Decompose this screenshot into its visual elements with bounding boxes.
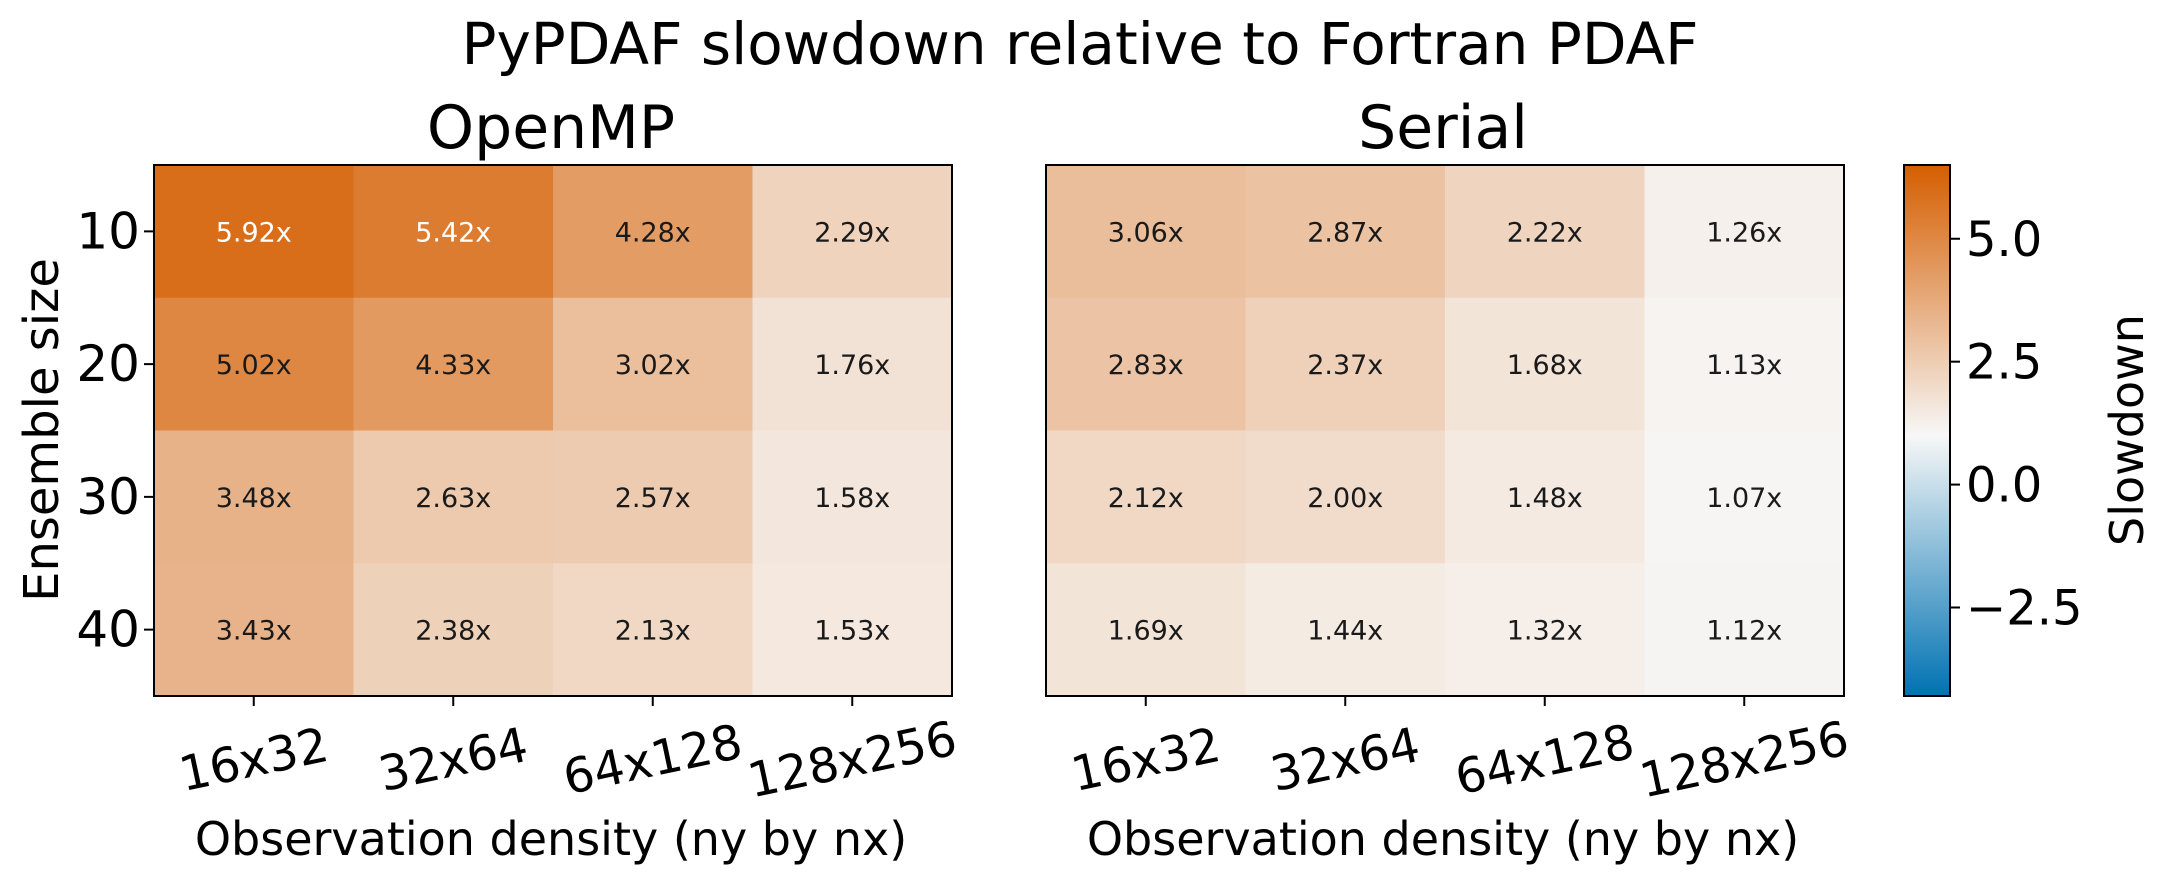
cell-value-label: 5.02x (216, 350, 292, 381)
y-tick-label: 20 (76, 335, 140, 393)
x-tick-label: 128x256 (1635, 711, 1854, 810)
cell-value-label: 5.92x (216, 217, 292, 248)
x-tick-label: 64x128 (558, 714, 747, 806)
cell-value-label: 1.32x (1507, 616, 1583, 647)
heatmap-cell (1046, 165, 1247, 299)
heatmap-cell (154, 430, 355, 564)
cell-value-label: 2.57x (615, 483, 691, 514)
heatmap-cell (1046, 563, 1247, 697)
cell-value-label: 2.87x (1307, 217, 1383, 248)
heatmap-cell (752, 430, 953, 564)
x-tick-label: 128x256 (743, 711, 962, 810)
heatmap-panel-serial: 3.06x 2.87x 2.22x 1.26x 2.83x 2.37x 1.68x 1.13x… (1045, 164, 1854, 810)
figure-title: PyPDAF slowdown relative to Fortran PDAF (461, 10, 1698, 78)
colorbar-frame (1903, 164, 1951, 697)
panel-title-serial: Serial (1358, 93, 1528, 163)
heatmap-cell (1046, 430, 1247, 564)
cell-value-label: 1.13x (1706, 350, 1782, 381)
heatmap-cell (1245, 165, 1446, 299)
heatmap-cell (1445, 563, 1646, 697)
heatmap-cell (353, 165, 554, 299)
cell-value-label: 1.58x (814, 483, 890, 514)
heatmap-cell (1644, 297, 1845, 432)
cell-value-label: 1.26x (1706, 217, 1782, 248)
heatmap-cell (154, 165, 355, 299)
cell-value-label: 2.00x (1307, 483, 1383, 514)
x-tick-label: 16x32 (174, 717, 333, 803)
cell-value-label: 3.43x (216, 616, 292, 647)
cell-value-label: 4.33x (415, 350, 491, 381)
cell-value-label: 2.63x (415, 483, 491, 514)
x-axis-label-openmp: Observation density (ny by nx) (195, 812, 907, 866)
x-tick-label: 64x128 (1450, 714, 1639, 806)
heatmap-cell (1445, 297, 1646, 432)
cell-value-label: 2.22x (1507, 217, 1583, 248)
heatmap-cell (353, 563, 554, 697)
heatmap-cell (1445, 430, 1646, 564)
heatmap-cell (1245, 430, 1446, 564)
cell-value-label: 1.69x (1108, 616, 1184, 647)
colorbar-tick-label: 2.5 (1966, 335, 2042, 391)
cell-value-label: 1.53x (814, 616, 890, 647)
heatmap-cell (553, 563, 754, 697)
cell-value-label: 2.12x (1108, 483, 1184, 514)
heatmap-cell (553, 430, 754, 564)
heatmap-cell (752, 563, 953, 697)
cell-value-label: 1.76x (814, 350, 890, 381)
heatmap-cell (1644, 563, 1845, 697)
heatmap-cell (1644, 430, 1845, 564)
y-tick-label: 10 (76, 202, 140, 260)
y-tick-label: 40 (76, 601, 140, 659)
cell-value-label: 3.06x (1108, 217, 1184, 248)
heatmap-cell (1644, 165, 1845, 299)
heatmap-cell (553, 297, 754, 432)
heatmap-cell (553, 165, 754, 299)
cell-value-label: 2.13x (615, 616, 691, 647)
heatmap-cell (154, 563, 355, 697)
heatmap-cell (353, 430, 554, 564)
x-tick-label: 32x64 (1266, 717, 1425, 803)
cell-value-label: 1.12x (1706, 616, 1782, 647)
cell-value-label: 1.48x (1507, 483, 1583, 514)
colorbar-gradient (1904, 165, 1950, 696)
cell-value-label: 2.37x (1307, 350, 1383, 381)
heatmap-cell (1245, 297, 1446, 432)
cell-value-label: 3.48x (216, 483, 292, 514)
cell-value-label: 1.68x (1507, 350, 1583, 381)
cell-value-label: 2.83x (1108, 350, 1184, 381)
heatmap-panel-openmp: 5.92x 5.42x 4.28x 2.29x 5.02x 4.33x 3.02x 1.76x… (76, 164, 962, 810)
heatmap-cell (154, 297, 355, 432)
heatmap-cell (353, 297, 554, 432)
heatmap-cell (1046, 297, 1247, 432)
y-tick-label: 30 (76, 468, 140, 526)
heatmap-cell (752, 165, 953, 299)
cell-value-label: 1.07x (1706, 483, 1782, 514)
x-axis-label-serial: Observation density (ny by nx) (1087, 812, 1799, 866)
colorbar: 5.0 2.5 0.0 −2.5 (1903, 164, 2083, 697)
colorbar-tick-label: −2.5 (1966, 581, 2083, 637)
cell-value-label: 4.28x (615, 217, 691, 248)
cell-value-label: 2.29x (814, 217, 890, 248)
heatmap-cell (1445, 165, 1646, 299)
panel-frame (1045, 164, 1845, 697)
panel-frame (153, 164, 953, 697)
heatmap-cell (1245, 563, 1446, 697)
cell-value-label: 5.42x (415, 217, 491, 248)
colorbar-tick-label: 0.0 (1966, 458, 2042, 514)
y-axis-label: Ensemble size (14, 258, 70, 602)
colorbar-tick-label: 5.0 (1966, 212, 2042, 268)
x-tick-label: 16x32 (1066, 717, 1225, 803)
colorbar-label: Slowdown (2100, 314, 2154, 546)
panel-title-openmp: OpenMP (427, 93, 675, 163)
cell-value-label: 3.02x (615, 350, 691, 381)
cell-value-label: 1.44x (1307, 616, 1383, 647)
x-tick-label: 32x64 (374, 717, 533, 803)
heatmap-cell (752, 297, 953, 432)
cell-value-label: 2.38x (415, 616, 491, 647)
